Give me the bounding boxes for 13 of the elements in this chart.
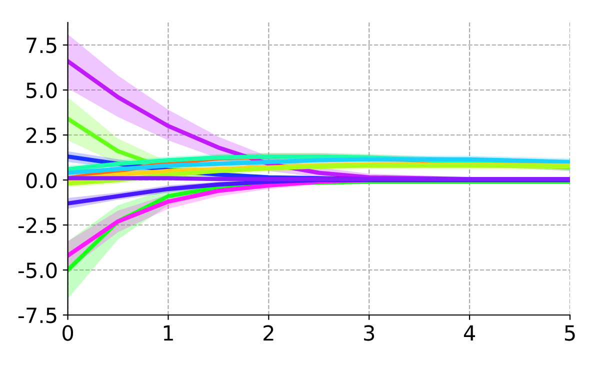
y-tick-label: 7.5: [26, 38, 56, 54]
y-tick-label: -7.5: [18, 308, 56, 324]
x-tick-label: 4: [464, 325, 476, 341]
y-tick-label: -5.0: [18, 262, 57, 278]
y-tick-label: 2.5: [26, 127, 56, 144]
y-tick-label: 0.0: [26, 172, 57, 188]
x-tick-label: 1: [164, 325, 173, 341]
x-tick-label: 5: [564, 325, 575, 341]
x-tick-label: 0: [62, 325, 74, 341]
y-tick-label: 5.0: [26, 82, 57, 98]
x-tick-label: 2: [264, 325, 274, 341]
y-tick-label: -2.5: [18, 217, 56, 234]
x-tick-label: 3: [364, 325, 374, 341]
